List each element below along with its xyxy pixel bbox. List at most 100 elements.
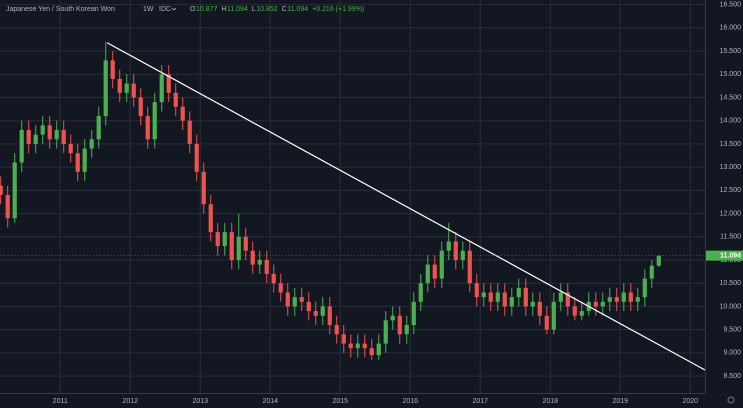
candle-body [201,171,206,205]
candle-body [558,292,563,302]
candle-body [369,348,374,356]
source-dropdown[interactable] [171,7,177,11]
candle-body [117,78,122,93]
y-tick-label: 15.500 [720,48,742,55]
candle-body [355,343,360,349]
trendline [106,42,706,371]
candle-body [642,278,647,298]
y-tick-label: 9.000 [723,350,741,357]
candle-body [257,260,262,265]
candle-body [404,325,409,335]
candle-body [138,97,143,117]
candle-body [376,343,381,356]
plot-area [0,0,706,393]
candle-body [481,292,486,298]
candle-body [103,60,108,117]
candle-body [194,143,199,172]
y-tick-label: 13.000 [720,164,742,171]
axes: 8.5009.0009.50010.00010.50011.00011.5001… [53,1,743,405]
candle-body [313,311,318,316]
candle-body [124,83,129,93]
candle-body [75,153,80,172]
candle-body [523,287,528,307]
y-tick-label: 16.500 [720,1,742,8]
x-tick-label: 2019 [612,398,628,405]
candle-body [593,301,598,307]
candle-body [285,292,290,307]
source[interactable]: IDC [159,6,171,13]
x-tick-label: 2014 [262,398,278,405]
x-tick-label: 2012 [122,398,138,405]
y-tick-label: 14.500 [720,94,742,101]
candle-body [47,125,52,140]
candle-body [96,116,101,140]
candle-body [110,60,115,79]
ohlc-key: C [282,6,287,13]
x-tick-label: 2017 [472,398,488,405]
x-tick-label: 2013 [192,398,208,405]
y-tick-label: 12.500 [720,187,742,194]
x-tick-label: 2011 [53,398,68,405]
symbol: Japanese Yen / South Korean Won [6,6,115,13]
change: +0.216 (+1.99%) [312,6,364,13]
y-tick-label: 13.500 [720,141,742,148]
candle-body [516,287,521,298]
candle-body [649,265,654,279]
candle-body [656,255,661,266]
candle-body [68,143,73,154]
candle-body [173,92,178,107]
candle-body [152,102,157,140]
y-tick-label: 10.000 [720,303,742,310]
candle-body [229,232,234,260]
candle-body [397,315,402,335]
candle-body [40,125,45,135]
candle-body [341,334,346,344]
candle-body [488,292,493,302]
candle-body [0,185,3,195]
candle-body [131,83,136,98]
y-tick-label: 10.500 [720,280,742,287]
candle-body [621,292,626,302]
candle-body [61,130,66,144]
candle-body [411,301,416,325]
candle-body [446,241,451,251]
x-tick-label: 2016 [402,398,418,405]
candle-body [54,130,59,140]
candle-body [600,301,605,307]
candle-body [208,204,213,233]
ohlc-key: H [221,6,226,13]
ohlc-key: O [190,6,196,13]
candle-body [166,74,171,93]
candle-body [187,120,192,144]
x-tick-label: 2015 [332,398,348,405]
candle-body [572,306,577,316]
interval[interactable]: 1W [143,6,154,13]
candle-body [222,232,227,247]
candle-body [243,236,248,251]
candle-body [320,306,325,316]
candle-body [502,292,507,307]
candle-body [453,241,458,260]
y-tick-label: 8.500 [723,373,741,380]
settings-icon[interactable] [727,396,735,404]
candle-body [334,325,339,335]
last-price-box [706,250,743,261]
legend: Japanese Yen / South Korean Won 1W IDC O… [6,6,364,13]
y-tick-label: 11.500 [720,234,741,241]
candle-body [250,250,255,265]
y-tick-label: 12.000 [720,210,742,217]
candle-body [614,297,619,302]
candle-body [5,195,10,219]
candle-body [33,134,38,144]
candle-body [544,315,549,330]
last-price-label: 11.094 [720,252,741,259]
candle-body [628,292,633,302]
candle-body [145,116,150,140]
ohlc-value: 10.877 [196,6,218,13]
candle-body [432,264,437,279]
candle-body [439,250,444,279]
ohlc-key: L [252,6,256,13]
ohlc-value: 11.094 [287,6,308,13]
y-tick-label: 14.000 [720,118,742,125]
